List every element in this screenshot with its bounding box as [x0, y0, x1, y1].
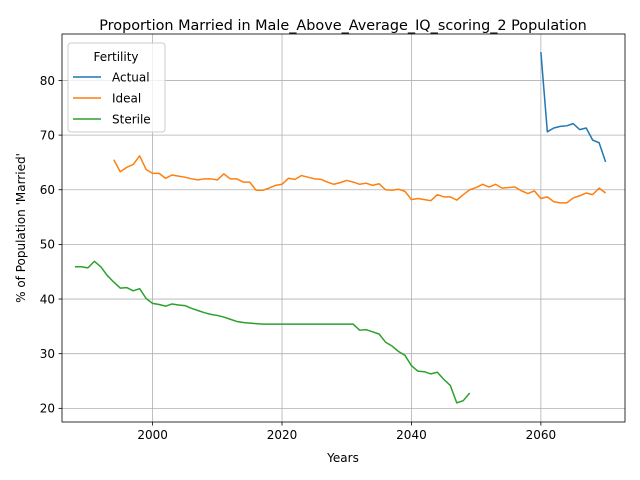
x-axis-ticks: 2000 2020 2040 2060	[137, 422, 556, 442]
legend-title: Fertility	[93, 50, 138, 64]
y-tick-label: 80	[40, 74, 55, 88]
series-line-actual	[540, 51, 607, 163]
y-tick-label: 60	[40, 183, 55, 197]
y-tick-label: 70	[40, 128, 55, 142]
y-tick-label: 40	[40, 292, 55, 306]
series-line-sterile	[74, 260, 471, 404]
legend: Fertility Actual Ideal Sterile	[67, 42, 166, 133]
y-tick-label: 20	[40, 402, 55, 416]
legend-label-sterile: Sterile	[112, 112, 151, 126]
y-axis-ticks: 20 30 40 50 60 70 80	[40, 74, 62, 416]
y-tick-label: 30	[40, 347, 55, 361]
plot-frame	[61, 33, 626, 423]
legend-label-ideal: Ideal	[112, 91, 141, 105]
legend-label-actual: Actual	[112, 70, 150, 84]
y-tick-label: 50	[40, 238, 55, 252]
x-axis-label: Years	[326, 451, 359, 465]
x-tick-label: 2020	[267, 428, 298, 442]
grid-lines	[62, 34, 625, 422]
y-axis-label: % of Population 'Married'	[14, 153, 28, 303]
chart-title: Proportion Married in Male_Above_Average…	[99, 18, 587, 34]
series-line-ideal	[113, 155, 607, 204]
x-tick-label: 2060	[526, 428, 557, 442]
x-tick-label: 2040	[396, 428, 427, 442]
series-lines	[74, 51, 607, 404]
x-tick-label: 2000	[137, 428, 168, 442]
legend-box	[67, 42, 166, 133]
